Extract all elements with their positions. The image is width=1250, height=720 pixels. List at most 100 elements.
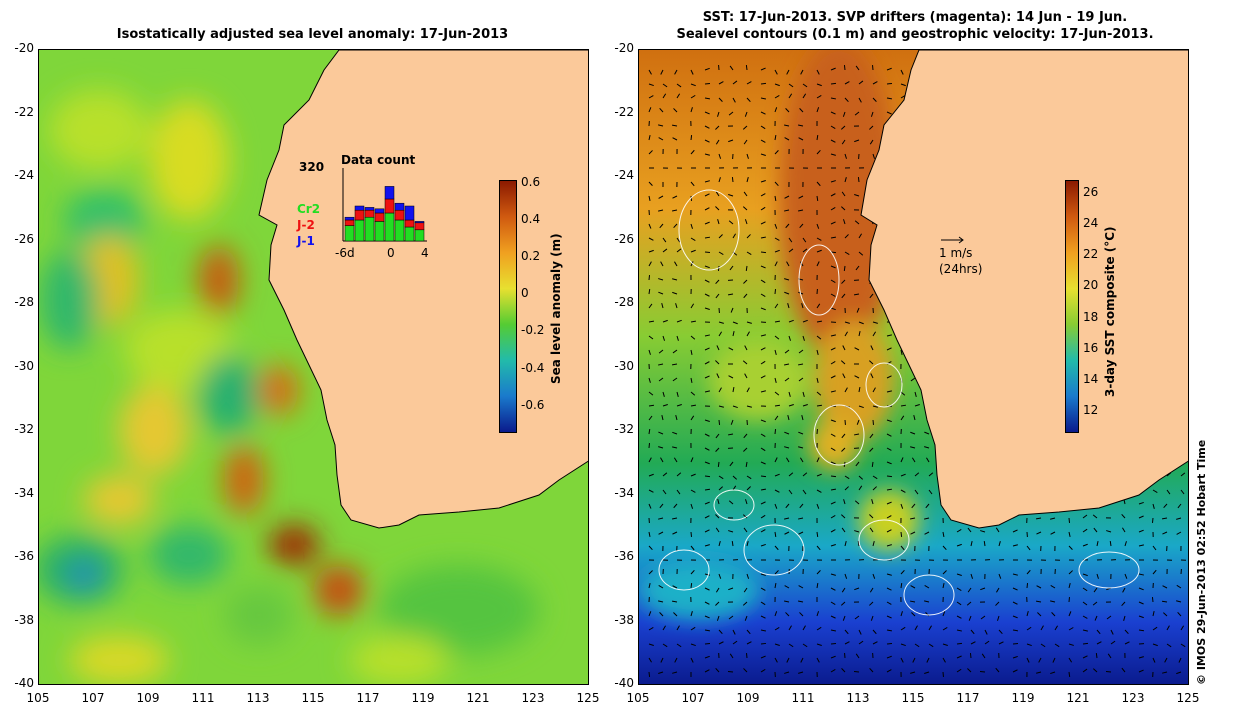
right-y-tick-8: -36 xyxy=(614,549,634,563)
inset-legend-j2: J-2 xyxy=(297,218,315,232)
histogram-bar xyxy=(354,209,365,221)
inset-count: 320 xyxy=(299,160,325,174)
histogram-bar xyxy=(404,219,415,228)
right-y-tick-5: -30 xyxy=(614,358,634,373)
histogram-bar xyxy=(404,226,415,242)
ssh-colorbar-tick-5: -0.4 xyxy=(521,360,545,375)
sst-colorbar-tick-5: 16 xyxy=(1083,340,1099,355)
right-x-tick-5: 115 xyxy=(901,691,925,705)
velocity-key-sublabel: (24hrs) xyxy=(939,262,983,276)
sst-colorbar-tick-3: 20 xyxy=(1083,278,1099,293)
left-panel-title: Isostatically adjusted sea level anomaly… xyxy=(116,27,509,42)
right-panel-title-line2: Sealevel contours (0.1 m) and geostrophi… xyxy=(676,27,1154,42)
sst-field xyxy=(639,50,1188,684)
right-x-tick-6: 117 xyxy=(956,691,980,705)
left-y-tick-5: -30 xyxy=(14,358,34,373)
imos-credit: © IMOS 29-Jun-2013 02:52 Hobart Time xyxy=(1195,439,1208,685)
right-y-tick-2: -24 xyxy=(614,168,634,182)
left-y-tick-8: -36 xyxy=(14,549,34,563)
inset-legend-cr2: Cr2 xyxy=(297,202,321,216)
histogram-bar xyxy=(414,221,425,224)
histogram-bar xyxy=(414,229,425,242)
sst-colorbar xyxy=(1065,180,1079,433)
right-x-tick-0: 105 xyxy=(626,691,650,705)
sst-colorbar-tick-6: 14 xyxy=(1083,372,1099,387)
histogram-bar xyxy=(414,222,425,231)
ssh-colorbar-tick-2: 0.2 xyxy=(521,249,541,264)
inset-title: Data count xyxy=(341,153,416,167)
histogram-bar xyxy=(344,216,355,221)
histogram-bar xyxy=(354,205,365,211)
ssh-colorbar-tick-3: 0 xyxy=(521,286,529,301)
left-x-tick-3: 111 xyxy=(191,691,215,705)
data-count-histogram xyxy=(342,168,427,242)
inset-xtick-end: 4 xyxy=(421,246,429,260)
sst-velocity-map[interactable]: 1 m/s (24hrs) 26 24 22 20 18 16 14 12 3-day SST… xyxy=(638,49,1189,685)
left-x-tick-2: 109 xyxy=(136,691,160,705)
left-x-tick-7: 119 xyxy=(411,691,435,705)
sea-level-colorbar-title: Sea level anomaly (m) xyxy=(549,233,563,384)
sea-level-anomaly-map[interactable]: 320 Data count Cr2 J-2 J-1 -6d 0 4 0.6 0.… xyxy=(38,49,589,685)
right-y-tick-1: -22 xyxy=(614,104,634,119)
left-x-tick-4: 113 xyxy=(246,691,270,705)
histogram-bar xyxy=(364,216,375,242)
right-y-tick-4: -28 xyxy=(614,295,634,309)
left-x-tick-1: 107 xyxy=(81,691,105,705)
left-y-tick-1: -22 xyxy=(14,104,34,119)
australia-landmass-right xyxy=(860,50,1188,529)
histogram-bar xyxy=(394,209,405,221)
left-y-tick-6: -32 xyxy=(14,422,34,436)
sst-colorbar-tick-4: 18 xyxy=(1083,309,1099,324)
left-x-tick-10: 125 xyxy=(576,691,600,705)
right-panel-title-line1: SST: 17-Jun-2013. SVP drifters (magenta)… xyxy=(702,10,1128,25)
sst-colorbar-tick-7: 12 xyxy=(1083,403,1099,418)
histogram-bar xyxy=(374,208,385,214)
histogram-bar xyxy=(384,212,395,242)
histogram-bar xyxy=(384,198,395,214)
histogram-bar xyxy=(344,219,355,226)
left-y-tick-7: -34 xyxy=(14,485,34,500)
sst-colorbar-tick-1: 24 xyxy=(1083,215,1099,230)
sst-colorbar-title: 3-day SST composite (°C) xyxy=(1103,226,1117,397)
inset-xtick-start: -6d xyxy=(335,246,355,260)
histogram-bar xyxy=(344,225,355,242)
histogram-bar xyxy=(374,221,385,242)
sea-level-colorbar xyxy=(499,180,517,433)
velocity-key-label: 1 m/s xyxy=(939,246,973,260)
right-y-tick-10: -40 xyxy=(614,676,634,690)
right-y-tick-6: -32 xyxy=(614,422,634,436)
histogram-bar xyxy=(404,205,415,221)
right-y-tick-0: -20 xyxy=(614,41,634,55)
right-x-tick-7: 119 xyxy=(1011,691,1035,705)
histogram-bar xyxy=(374,212,385,222)
right-y-tick-3: -26 xyxy=(614,231,634,246)
right-y-tick-9: -38 xyxy=(614,612,634,627)
histogram-bar xyxy=(354,219,365,242)
ssh-colorbar-tick-6: -0.6 xyxy=(521,397,545,412)
left-x-tick-6: 117 xyxy=(356,691,380,705)
histogram-bar xyxy=(394,219,405,242)
left-x-tick-9: 123 xyxy=(521,691,545,705)
right-x-tick-3: 111 xyxy=(791,691,815,705)
right-x-tick-10: 125 xyxy=(1176,691,1200,705)
sst-colorbar-tick-0: 26 xyxy=(1083,184,1099,199)
right-y-tick-7: -34 xyxy=(614,485,634,500)
right-x-tick-1: 107 xyxy=(681,691,705,705)
ssh-colorbar-tick-4: -0.2 xyxy=(521,323,545,338)
left-x-tick-8: 121 xyxy=(466,691,490,705)
histogram-bar xyxy=(384,186,395,200)
left-x-tick-0: 105 xyxy=(26,691,50,705)
left-y-tick-0: -20 xyxy=(14,41,34,55)
histogram-bar xyxy=(364,209,375,218)
left-y-tick-10: -40 xyxy=(14,676,34,690)
ssh-colorbar-tick-1: 0.4 xyxy=(521,212,541,226)
right-x-tick-4: 113 xyxy=(846,691,870,705)
left-y-tick-3: -26 xyxy=(14,231,34,246)
histogram-bar xyxy=(364,207,375,211)
histogram-bar xyxy=(394,202,405,211)
right-x-tick-2: 109 xyxy=(736,691,760,705)
inset-legend-j1: J-1 xyxy=(297,234,315,248)
right-x-tick-9: 123 xyxy=(1121,691,1145,705)
left-x-tick-5: 115 xyxy=(301,691,325,705)
left-y-tick-2: -24 xyxy=(14,168,34,182)
